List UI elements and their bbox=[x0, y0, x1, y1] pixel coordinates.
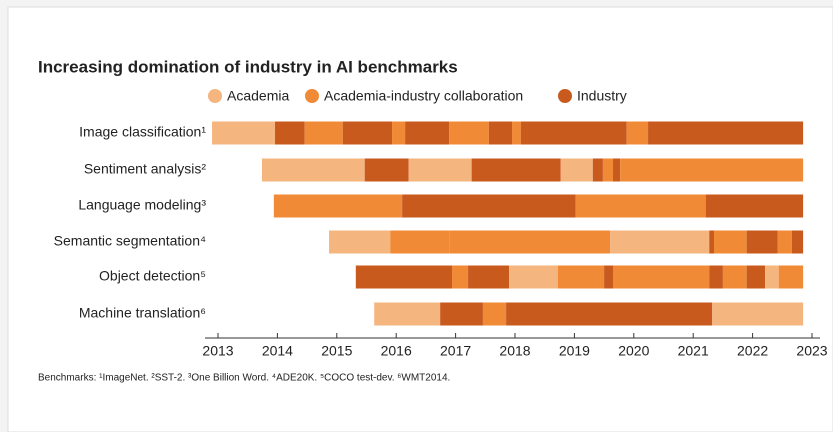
segment bbox=[402, 194, 576, 218]
segment bbox=[705, 194, 804, 218]
segment bbox=[408, 158, 472, 182]
segment bbox=[509, 265, 558, 289]
segment bbox=[592, 158, 603, 182]
row-label: Machine translation⁶ bbox=[79, 305, 206, 321]
segment bbox=[777, 230, 792, 254]
legend-label: Academia-industry collaboration bbox=[324, 88, 523, 104]
legend-label: Academia bbox=[227, 88, 289, 104]
segment bbox=[355, 265, 453, 289]
segment bbox=[449, 121, 489, 145]
segment bbox=[575, 194, 706, 218]
segment bbox=[791, 230, 804, 254]
segment bbox=[613, 265, 710, 289]
segment bbox=[468, 265, 510, 289]
segment bbox=[275, 121, 305, 145]
card bbox=[7, 6, 833, 432]
segment bbox=[405, 121, 450, 145]
segment bbox=[342, 121, 393, 145]
segment bbox=[488, 121, 513, 145]
segment bbox=[709, 265, 723, 289]
legend-label: Industry bbox=[577, 88, 627, 104]
row-label: Semantic segmentation⁴ bbox=[54, 233, 206, 249]
segment bbox=[613, 158, 621, 182]
footnote: Benchmarks: ¹ImageNet. ²SST-2. ³One Bill… bbox=[38, 373, 450, 384]
row-label: Object detection⁵ bbox=[99, 268, 206, 284]
chart-title: Increasing domination of industry in AI … bbox=[38, 57, 458, 76]
x-tick-label: 2022 bbox=[737, 343, 768, 359]
segment bbox=[390, 230, 450, 254]
x-tick-label: 2014 bbox=[262, 343, 293, 359]
row-label: Language modeling³ bbox=[78, 197, 206, 213]
x-tick-label: 2021 bbox=[678, 343, 709, 359]
segment bbox=[506, 302, 713, 326]
segment bbox=[778, 265, 804, 289]
legend-swatch bbox=[208, 89, 222, 103]
segment bbox=[440, 302, 483, 326]
segment bbox=[626, 121, 649, 145]
row-label: Sentiment analysis² bbox=[84, 161, 207, 177]
segment bbox=[709, 230, 714, 254]
x-tick-label: 2015 bbox=[321, 343, 352, 359]
segment bbox=[374, 302, 441, 326]
x-tick-label: 2019 bbox=[559, 343, 590, 359]
x-tick-label: 2017 bbox=[440, 343, 471, 359]
segment bbox=[449, 230, 611, 254]
segment bbox=[273, 194, 403, 218]
segment bbox=[648, 121, 804, 145]
segment bbox=[520, 121, 627, 145]
segment bbox=[604, 265, 614, 289]
segment bbox=[512, 121, 521, 145]
x-tick-label: 2016 bbox=[381, 343, 412, 359]
segment bbox=[482, 302, 507, 326]
legend-swatch bbox=[305, 89, 319, 103]
segment bbox=[329, 230, 391, 254]
segment bbox=[712, 302, 804, 326]
x-tick-label: 2018 bbox=[499, 343, 530, 359]
segment bbox=[610, 230, 710, 254]
segment bbox=[452, 265, 469, 289]
segment bbox=[602, 158, 614, 182]
legend-swatch bbox=[558, 89, 572, 103]
segment bbox=[392, 121, 406, 145]
segment bbox=[557, 265, 605, 289]
segment bbox=[713, 230, 747, 254]
segment bbox=[560, 158, 593, 182]
x-tick-label: 2020 bbox=[618, 343, 649, 359]
segment bbox=[765, 265, 779, 289]
segment bbox=[746, 265, 766, 289]
segment bbox=[471, 158, 561, 182]
segment bbox=[212, 121, 276, 145]
segment bbox=[620, 158, 804, 182]
segment bbox=[261, 158, 365, 182]
segment bbox=[746, 230, 778, 254]
x-tick-label: 2013 bbox=[202, 343, 233, 359]
segment bbox=[304, 121, 343, 145]
segment bbox=[364, 158, 409, 182]
segment bbox=[722, 265, 747, 289]
row-label: Image classification¹ bbox=[79, 124, 206, 140]
x-tick-label: 2023 bbox=[796, 343, 827, 359]
